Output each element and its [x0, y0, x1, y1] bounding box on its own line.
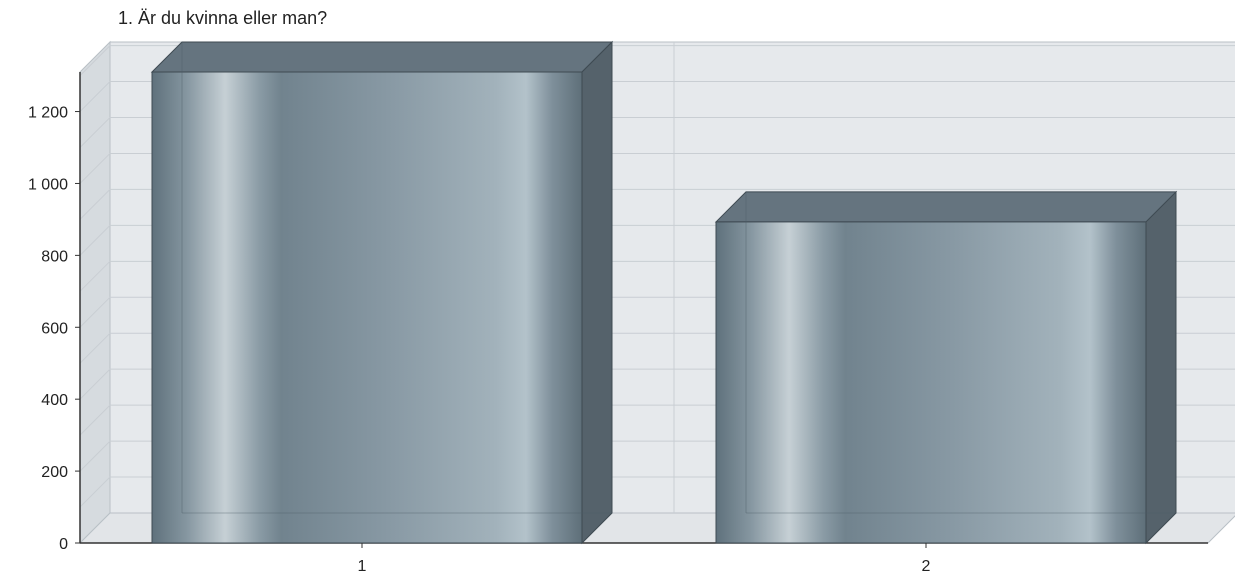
bar-front [715, 221, 1147, 544]
y-axis-ticks: 0 200 400 600 800 1 000 1 200 [28, 105, 80, 553]
gridline [79, 81, 1235, 112]
y-tick-label: 400 [41, 392, 68, 409]
y-tick-label: 0 [59, 536, 68, 553]
y-tick-label: 800 [41, 248, 68, 265]
y-tick-label: 600 [41, 320, 68, 337]
side-wall [79, 40, 111, 545]
x-tick-label: 2 [922, 558, 931, 575]
y-tick-label: 200 [41, 464, 68, 481]
bar-side [1145, 190, 1177, 545]
bar-top [150, 41, 614, 73]
chart-title: 1. Är du kvinna eller man? [118, 8, 328, 28]
gridline [79, 45, 1235, 76]
gridline [79, 117, 1235, 148]
y-tick-label: 1 200 [28, 105, 68, 122]
gridline [79, 152, 1235, 184]
gridline [79, 188, 1235, 220]
bar-top [714, 191, 1178, 223]
bar [714, 190, 1178, 545]
y-tick-label: 1 000 [28, 176, 68, 193]
x-tick-label: 1 [358, 558, 367, 575]
bar-front [151, 71, 583, 544]
bars [150, 40, 1178, 545]
bar-side [581, 40, 613, 545]
bar [150, 40, 614, 545]
